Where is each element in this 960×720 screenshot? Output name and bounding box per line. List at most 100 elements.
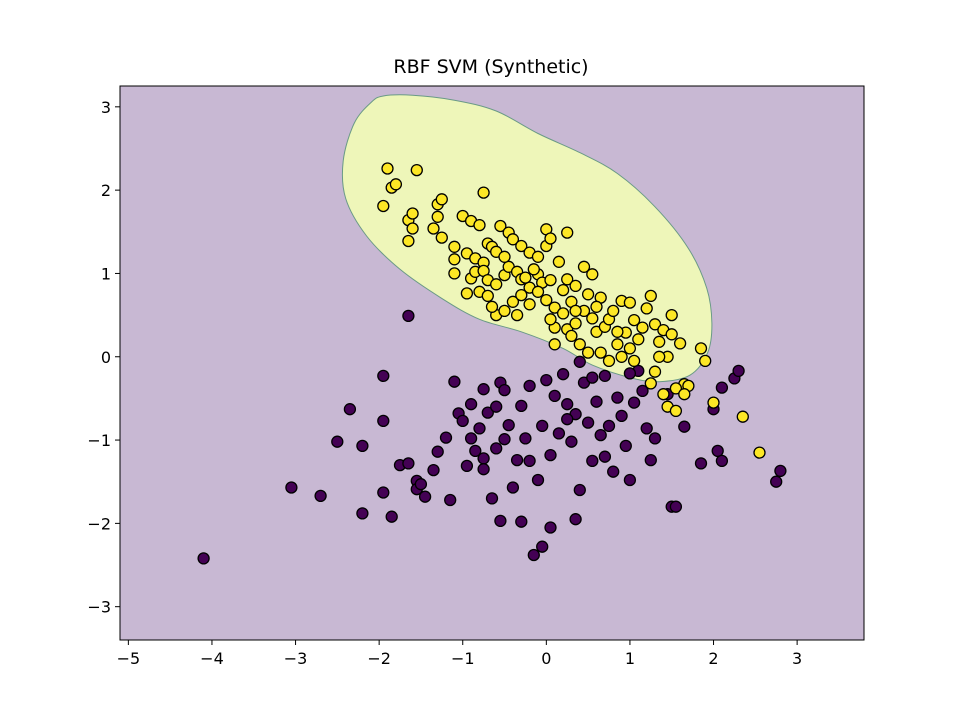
- data-point-class-0: [594, 428, 607, 442]
- data-point-class-0: [385, 510, 398, 523]
- data-point-class-0: [602, 419, 616, 433]
- data-point-class-0: [598, 450, 612, 463]
- data-point-class-0: [590, 395, 603, 408]
- data-point-class-1: [607, 304, 620, 318]
- data-point-class-1: [556, 283, 570, 297]
- data-point-class-1: [623, 342, 637, 355]
- data-point-class-0: [481, 406, 494, 419]
- data-point-class-0: [619, 439, 632, 453]
- data-point-class-0: [523, 379, 536, 393]
- data-point-class-0: [636, 384, 649, 398]
- data-point-class-0: [715, 381, 729, 394]
- data-point-class-1: [410, 163, 423, 177]
- data-point-class-1: [544, 232, 557, 245]
- y-axis: −3 −2 −1 0 1 2 3: [87, 98, 120, 617]
- x-tick-label: 1: [625, 649, 635, 668]
- data-point-class-1: [540, 293, 553, 307]
- data-point-class-0: [561, 398, 574, 411]
- data-point-class-0: [490, 400, 503, 413]
- data-point-class-1: [448, 253, 461, 266]
- data-point-class-1: [448, 240, 461, 253]
- data-point-class-1: [669, 404, 683, 418]
- data-point-class-1: [753, 446, 766, 459]
- data-point-class-1: [527, 263, 540, 276]
- data-point-class-0: [715, 454, 729, 468]
- x-tick-label: −2: [367, 649, 391, 668]
- data-point-class-1: [644, 289, 657, 303]
- data-point-class-0: [473, 422, 486, 435]
- data-point-class-1: [699, 354, 712, 368]
- data-point-class-0: [774, 464, 787, 478]
- plot-area-frame: [119, 85, 865, 641]
- data-point-class-1: [498, 250, 511, 263]
- data-point-class-1: [544, 273, 557, 287]
- data-point-class-1: [640, 302, 653, 315]
- data-point-class-0: [356, 439, 369, 453]
- data-point-class-1: [506, 233, 520, 246]
- data-point-class-1: [665, 308, 678, 322]
- data-point-class-0: [439, 431, 453, 444]
- x-tick-label: 0: [541, 649, 551, 668]
- data-point-class-0: [519, 432, 532, 445]
- data-point-class-1: [565, 329, 578, 343]
- data-point-class-0: [285, 481, 298, 494]
- data-point-class-0: [444, 493, 457, 507]
- data-point-class-0: [573, 355, 586, 368]
- x-axis: −5 −4 −3 −2 −1 0 1 2 3: [117, 640, 802, 668]
- data-point-class-0: [552, 427, 566, 440]
- decision-region-class-1: [341, 94, 713, 383]
- data-point-class-0: [561, 413, 574, 426]
- data-point-class-0: [565, 435, 578, 448]
- y-tick-label: −3: [87, 598, 111, 617]
- data-point-class-1: [515, 288, 528, 302]
- data-point-class-1: [494, 219, 507, 233]
- data-point-class-0: [314, 489, 327, 503]
- data-point-class-0: [377, 414, 390, 428]
- data-point-class-0: [502, 418, 515, 432]
- data-point-class-1: [611, 325, 624, 338]
- data-point-class-1: [406, 222, 419, 235]
- data-point-class-1: [673, 337, 687, 350]
- data-point-class-1: [556, 307, 570, 320]
- data-point-class-0: [569, 513, 582, 526]
- data-point-class-1: [381, 162, 394, 175]
- data-point-class-1: [594, 346, 607, 359]
- data-point-class-1: [586, 268, 599, 281]
- x-tick-label: −3: [284, 649, 308, 668]
- data-point-class-1: [586, 312, 599, 325]
- data-point-class-1: [581, 288, 595, 301]
- data-point-class-1: [510, 308, 524, 322]
- data-point-class-1: [648, 318, 662, 331]
- data-point-class-0: [527, 548, 540, 562]
- data-point-class-0: [573, 483, 586, 497]
- data-point-class-0: [343, 403, 357, 416]
- y-tick-label: −1: [87, 431, 111, 450]
- data-point-class-1: [506, 295, 520, 308]
- data-point-class-1: [402, 234, 415, 248]
- y-tick-label: 2: [101, 181, 111, 200]
- data-point-class-0: [431, 445, 444, 458]
- data-point-class-0: [377, 486, 390, 499]
- data-point-class-1: [435, 193, 448, 206]
- data-point-class-1: [548, 338, 561, 351]
- data-point-class-1: [481, 289, 494, 303]
- data-point-class-1: [736, 410, 749, 423]
- data-point-class-0: [402, 309, 415, 323]
- data-point-class-1: [523, 298, 536, 311]
- data-point-class-1: [648, 365, 662, 378]
- data-point-class-0: [556, 368, 570, 381]
- points-layer: [197, 162, 787, 565]
- data-point-class-1: [490, 278, 503, 291]
- data-point-class-0: [669, 500, 683, 513]
- data-point-class-1: [561, 226, 574, 239]
- data-point-class-1: [548, 301, 561, 314]
- data-point-class-0: [515, 515, 528, 528]
- y-tick-label: 0: [101, 348, 111, 367]
- data-point-class-0: [490, 442, 503, 455]
- data-point-class-0: [414, 478, 428, 491]
- data-point-class-0: [586, 371, 599, 384]
- data-point-class-0: [540, 373, 553, 387]
- data-point-class-1: [531, 285, 545, 298]
- data-point-class-1: [431, 210, 444, 223]
